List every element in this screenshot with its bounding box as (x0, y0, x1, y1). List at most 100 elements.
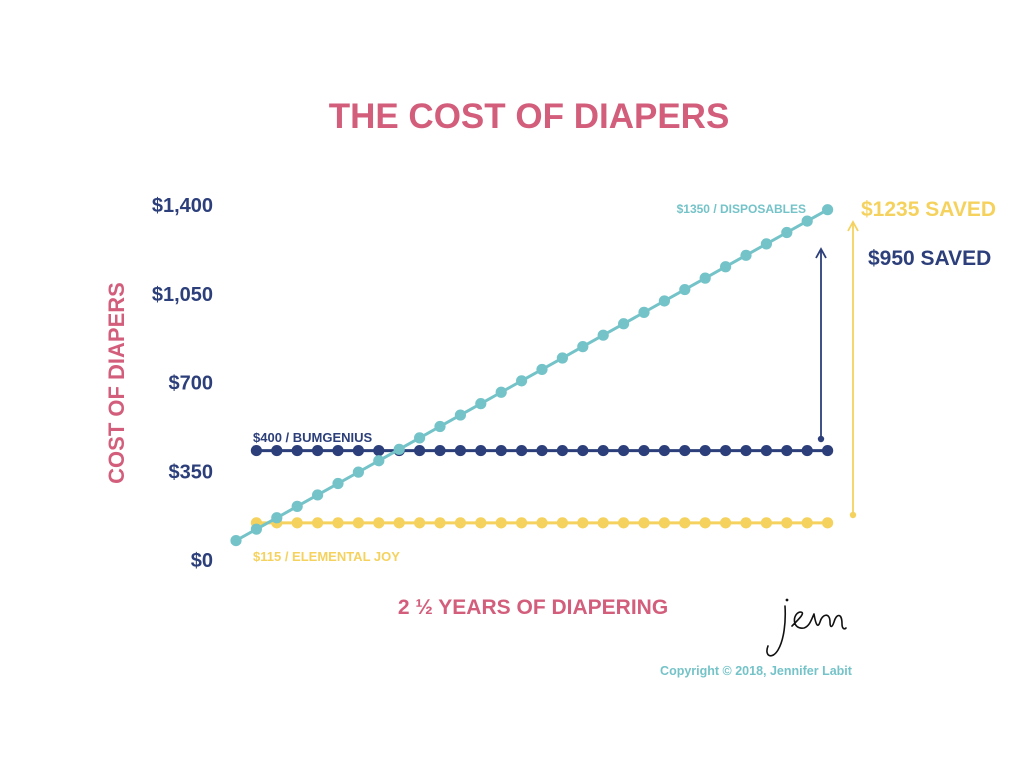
data-point (638, 444, 650, 457)
data-point (516, 375, 528, 387)
data-point (801, 444, 813, 457)
data-point (250, 523, 262, 535)
data-point (271, 512, 283, 524)
savings-arrow-elemental-joy (847, 220, 859, 519)
data-point (638, 517, 650, 529)
data-point (740, 517, 752, 529)
data-point (822, 444, 834, 457)
data-point (475, 444, 487, 457)
annotation-layer: $1235 SAVED $950 SAVED (815, 198, 996, 519)
y-tick-label: $1,400 (152, 195, 213, 217)
data-point (556, 517, 569, 529)
data-point (658, 444, 671, 457)
data-point (760, 444, 773, 457)
data-point (312, 444, 324, 457)
data-point (291, 517, 303, 529)
data-point (312, 517, 324, 529)
data-point (291, 500, 303, 512)
data-point (475, 398, 487, 410)
series-line (235, 208, 829, 542)
data-point (720, 261, 732, 273)
data-point (434, 420, 446, 433)
data-point (332, 517, 344, 529)
data-point (740, 444, 752, 457)
series-bumgenius (250, 444, 834, 457)
series-elemental-joy (250, 517, 834, 529)
data-point (414, 444, 426, 457)
data-point (454, 517, 466, 529)
data-point (230, 534, 242, 547)
savings-label: $1235 SAVED (861, 198, 996, 221)
data-point (801, 517, 813, 529)
data-point (720, 517, 732, 529)
data-point (414, 432, 426, 444)
data-point (618, 318, 630, 330)
y-tick-label: $700 (169, 373, 214, 395)
savings-arrow-bumgenius (815, 247, 827, 443)
chart-title: THE COST OF DIAPERS (329, 97, 730, 136)
data-point (760, 517, 773, 529)
data-point (781, 517, 793, 529)
data-point (679, 283, 691, 296)
data-point (495, 386, 507, 398)
y-tick-label: $1,050 (152, 284, 213, 306)
data-point (699, 517, 711, 529)
data-point (699, 444, 711, 457)
data-point (658, 295, 671, 307)
data-point (577, 444, 589, 457)
data-point (312, 489, 324, 501)
data-point (658, 517, 671, 529)
data-point (414, 517, 426, 529)
data-point (760, 238, 773, 250)
signature-logo (766, 598, 847, 657)
copyright-text: Copyright © 2018, Jennifer Labit (660, 664, 853, 678)
data-point (373, 444, 385, 457)
data-point (679, 444, 691, 457)
data-point (250, 444, 262, 457)
data-point (536, 363, 548, 376)
data-point (822, 204, 834, 216)
data-point (679, 517, 691, 529)
data-point (822, 517, 834, 529)
y-tick-label: $0 (191, 550, 213, 572)
series-label: $115 / ELEMENTAL JOY (253, 549, 400, 564)
data-point (352, 466, 364, 478)
data-point (597, 517, 609, 529)
data-point (393, 517, 405, 529)
series-label: $400 / BUMGENIUS (253, 430, 373, 445)
data-point (352, 444, 364, 457)
data-point (597, 444, 609, 457)
data-point (516, 517, 528, 529)
data-point (720, 444, 732, 457)
savings-label: $950 SAVED (868, 247, 991, 270)
data-point (434, 444, 446, 457)
data-point (434, 517, 446, 529)
data-point (291, 444, 303, 457)
data-point (699, 272, 711, 284)
data-point (393, 443, 405, 455)
data-point (536, 517, 548, 529)
data-point (597, 329, 609, 341)
data-point (577, 517, 589, 529)
data-point (801, 215, 813, 227)
data-point (373, 455, 385, 467)
data-point (454, 409, 466, 421)
y-tick-labels: $0 $350 $700 $1,050 $1,400 (152, 195, 213, 572)
data-point (556, 444, 569, 457)
series-disposables (230, 204, 834, 547)
data-point (618, 517, 630, 529)
y-axis-label: COST OF DIAPERS (104, 282, 129, 484)
data-point (556, 352, 569, 364)
data-point (577, 341, 589, 353)
x-axis-label: 2 ½ YEARS OF DIAPERING (398, 596, 668, 619)
data-point (332, 477, 344, 490)
data-point (352, 517, 364, 529)
data-point (271, 444, 283, 457)
data-point (495, 517, 507, 529)
data-point (373, 517, 385, 529)
data-point (781, 444, 793, 457)
data-point (781, 226, 793, 239)
data-point (740, 249, 752, 261)
data-point (638, 306, 650, 318)
